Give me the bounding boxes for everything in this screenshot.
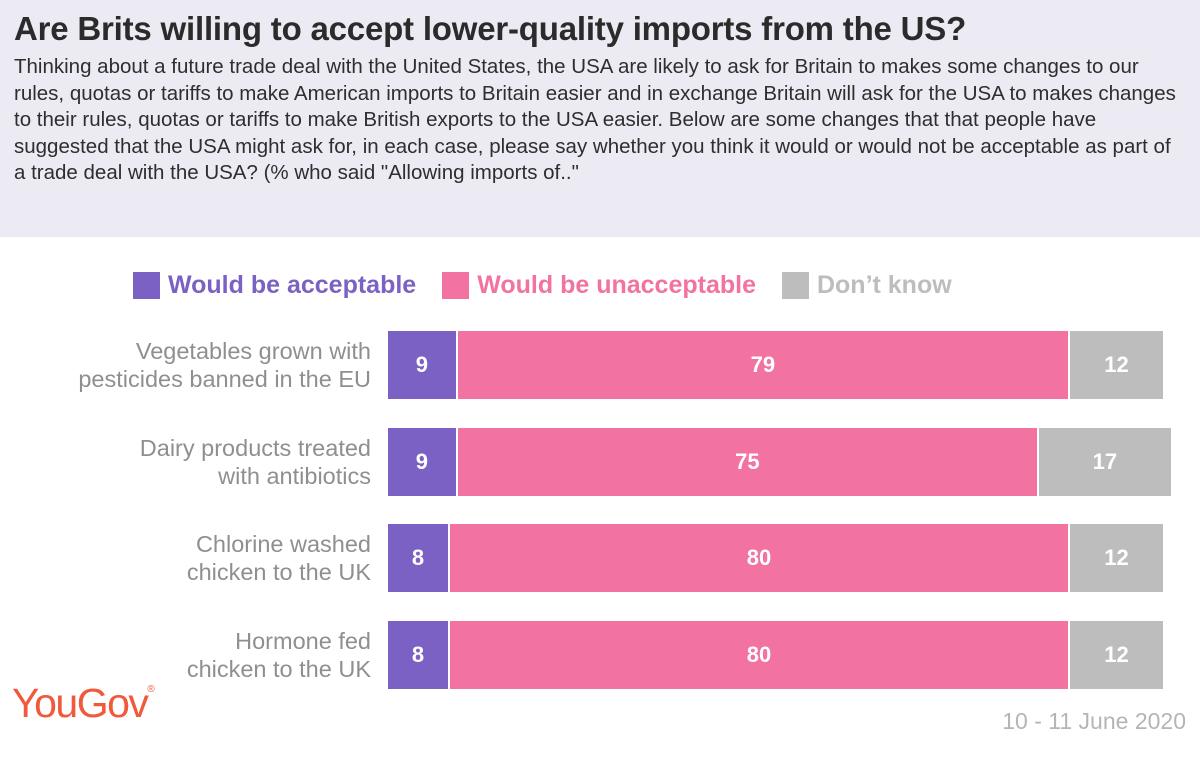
- yougov-logo: YouGov®: [12, 680, 155, 727]
- bar-segment-dont-know: 12: [1070, 331, 1163, 399]
- survey-date: 10 - 11 June 2020: [1002, 708, 1186, 734]
- data-label: 12: [1104, 642, 1129, 667]
- category-label: Vegetables grown with pesticides banned i…: [31, 337, 371, 393]
- data-label: 9: [415, 449, 428, 474]
- bar-segment-dont-know: 12: [1070, 621, 1163, 689]
- category-label: Chlorine washed chicken to the UK: [31, 530, 371, 586]
- legend-label-acceptable: Would be acceptable: [168, 270, 417, 299]
- data-label: 17: [1092, 449, 1118, 474]
- data-label: 8: [411, 545, 425, 570]
- category-label-line: with antibiotics: [218, 463, 371, 489]
- legend-item-dont-know: Don’t know: [781, 270, 952, 300]
- bar-segment-unacceptable: 75: [457, 428, 1037, 496]
- category-label-line: chicken to the UK: [186, 559, 371, 585]
- chart-title: Are Brits willing to accept lower-qualit…: [14, 10, 967, 47]
- bar-segment-acceptable: 8: [388, 621, 448, 689]
- chart-subtitle: Thinking about a future trade deal with …: [14, 55, 1176, 184]
- category-label: Hormone fed chicken to the UK: [31, 627, 371, 683]
- legend: Would be acceptable Would be unacceptabl…: [133, 268, 978, 302]
- data-label: 8: [411, 642, 425, 667]
- data-label: 80: [746, 545, 772, 570]
- bar-segment-unacceptable: 79: [457, 331, 1068, 399]
- logo-text: YouGov: [12, 680, 149, 726]
- category-label: Dairy products treated with antibiotics: [31, 434, 371, 490]
- logo-registered-mark: ®: [147, 684, 155, 695]
- category-label-line: chicken to the UK: [186, 656, 371, 682]
- bar-segment-acceptable: 9: [388, 428, 456, 496]
- data-label: 9: [415, 352, 428, 377]
- data-label: 12: [1104, 545, 1129, 570]
- legend-item-acceptable: Would be acceptable: [133, 271, 416, 300]
- data-label: 79: [750, 352, 776, 377]
- category-label-line: Chlorine washed: [195, 531, 371, 557]
- data-label: 80: [746, 642, 772, 667]
- bar-segment-dont-know: 17: [1039, 428, 1171, 496]
- legend-swatch-unacceptable: [442, 271, 470, 299]
- legend-swatch-acceptable: [133, 271, 160, 299]
- data-label: 12: [1104, 352, 1129, 377]
- header-panel: Are Brits willing to accept lower-qualit…: [0, 0, 1200, 237]
- bar-segment-acceptable: 9: [388, 331, 456, 399]
- data-label: 75: [735, 449, 760, 474]
- legend-label-unacceptable: Would be unacceptable: [477, 270, 756, 299]
- legend-item-unacceptable: Would be unacceptable: [442, 271, 756, 300]
- bar-segment-acceptable: 8: [388, 524, 448, 592]
- bar-segment-dont-know: 12: [1070, 524, 1163, 592]
- category-label-line: Hormone fed: [235, 628, 371, 654]
- category-label-line: Vegetables grown with: [135, 338, 371, 364]
- bar-segment-unacceptable: 80: [450, 621, 1068, 689]
- category-label-line: pesticides banned in the EU: [78, 366, 371, 392]
- bar-segment-unacceptable: 80: [450, 524, 1068, 592]
- category-label-line: Dairy products treated: [139, 435, 371, 461]
- legend-label-dont-know: Don’t know: [816, 270, 952, 299]
- legend-swatch-dont-know: [781, 271, 809, 299]
